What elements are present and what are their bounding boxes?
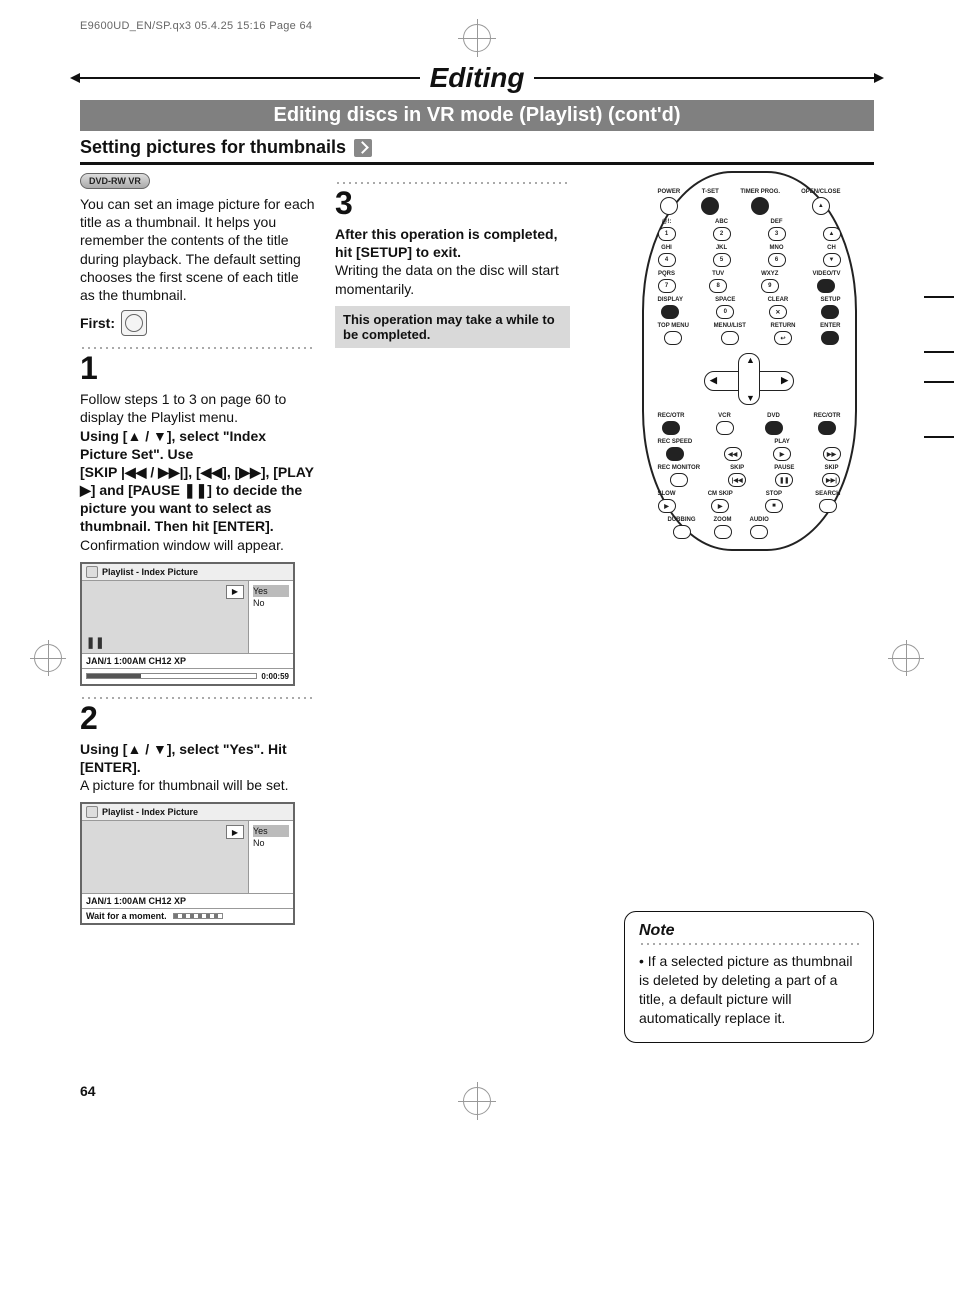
playlist-title: Playlist - Index Picture <box>82 564 293 581</box>
title-rule-right <box>534 77 874 79</box>
intro-text: You can set an image picture for each ti… <box>80 195 315 304</box>
dotted-rule <box>80 696 315 700</box>
dotted-rule <box>639 942 859 946</box>
note-header: Note <box>639 922 859 940</box>
title-rule-left <box>80 77 420 79</box>
pause-icon: ❚❚ <box>86 636 104 649</box>
step-3-p2: Writing the data on the disc will start … <box>335 261 570 297</box>
section-title: Setting pictures for thumbnails <box>80 137 346 158</box>
wait-text: Wait for a moment. <box>86 911 167 921</box>
note-panel: Note • If a selected picture as thumbnai… <box>624 911 874 1043</box>
step-3-number: 3 <box>335 187 570 219</box>
playlist-window-2: Playlist - Index Picture ▶ Yes No JAN/1 … <box>80 802 295 925</box>
progress-bar <box>86 673 257 679</box>
wait-bar <box>173 913 223 919</box>
status-line: JAN/1 1:00AM CH12 XP <box>82 893 293 908</box>
playlist-window-1: Playlist - Index Picture ▶ ❚❚ Yes No JAN… <box>80 562 295 686</box>
step-1-p1: Follow steps 1 to 3 on page 60 to displa… <box>80 390 315 426</box>
remote-illustration: POWER T-SET TIMER PROG. OPEN/CLOSE▲ @!:1… <box>642 171 857 551</box>
crop-mark-bottom <box>463 1087 491 1115</box>
arrow-icon <box>354 139 372 157</box>
dotted-rule <box>335 181 570 185</box>
status-line: JAN/1 1:00AM CH12 XP <box>82 653 293 668</box>
first-label: First: <box>80 315 115 331</box>
option-no[interactable]: No <box>253 837 289 849</box>
vr-badge: DVD-RW VR <box>80 173 150 189</box>
registration-right <box>888 640 924 676</box>
dpad: ◀▶ ▲▼ <box>704 353 794 405</box>
step-1-p4: Confirmation window will appear. <box>80 536 315 554</box>
step-2-number: 2 <box>80 702 315 734</box>
step-1-number: 1 <box>80 352 315 384</box>
crop-mark-top <box>463 24 491 52</box>
registration-left <box>30 640 66 676</box>
note-body: • If a selected picture as thumbnail is … <box>639 952 859 1028</box>
step-2-p1: Using [▲ / ▼], select "Yes". Hit [ENTER]… <box>80 740 315 776</box>
time-label: 0:00:59 <box>261 672 289 681</box>
thumb-icon: ▶ <box>226 585 244 599</box>
step-1-p3: [SKIP |◀◀ / ▶▶|], [◀◀], [▶▶], [PLAY ▶] a… <box>80 463 315 536</box>
step-3-p1: After this operation is completed, hit [… <box>335 225 570 261</box>
option-no[interactable]: No <box>253 597 289 609</box>
page-title: Editing <box>430 62 525 94</box>
subhead: Editing discs in VR mode (Playlist) (con… <box>80 100 874 131</box>
operation-note: This operation may take a while to be co… <box>335 306 570 348</box>
disc-icon <box>121 310 147 336</box>
option-yes[interactable]: Yes <box>253 585 289 597</box>
step-2-p2: A picture for thumbnail will be set. <box>80 776 315 794</box>
thumb-icon: ▶ <box>226 825 244 839</box>
playlist-title: Playlist - Index Picture <box>82 804 293 821</box>
option-yes[interactable]: Yes <box>253 825 289 837</box>
step-1-p2: Using [▲ / ▼], select "Index Picture Set… <box>80 427 315 463</box>
dotted-rule <box>80 346 315 350</box>
